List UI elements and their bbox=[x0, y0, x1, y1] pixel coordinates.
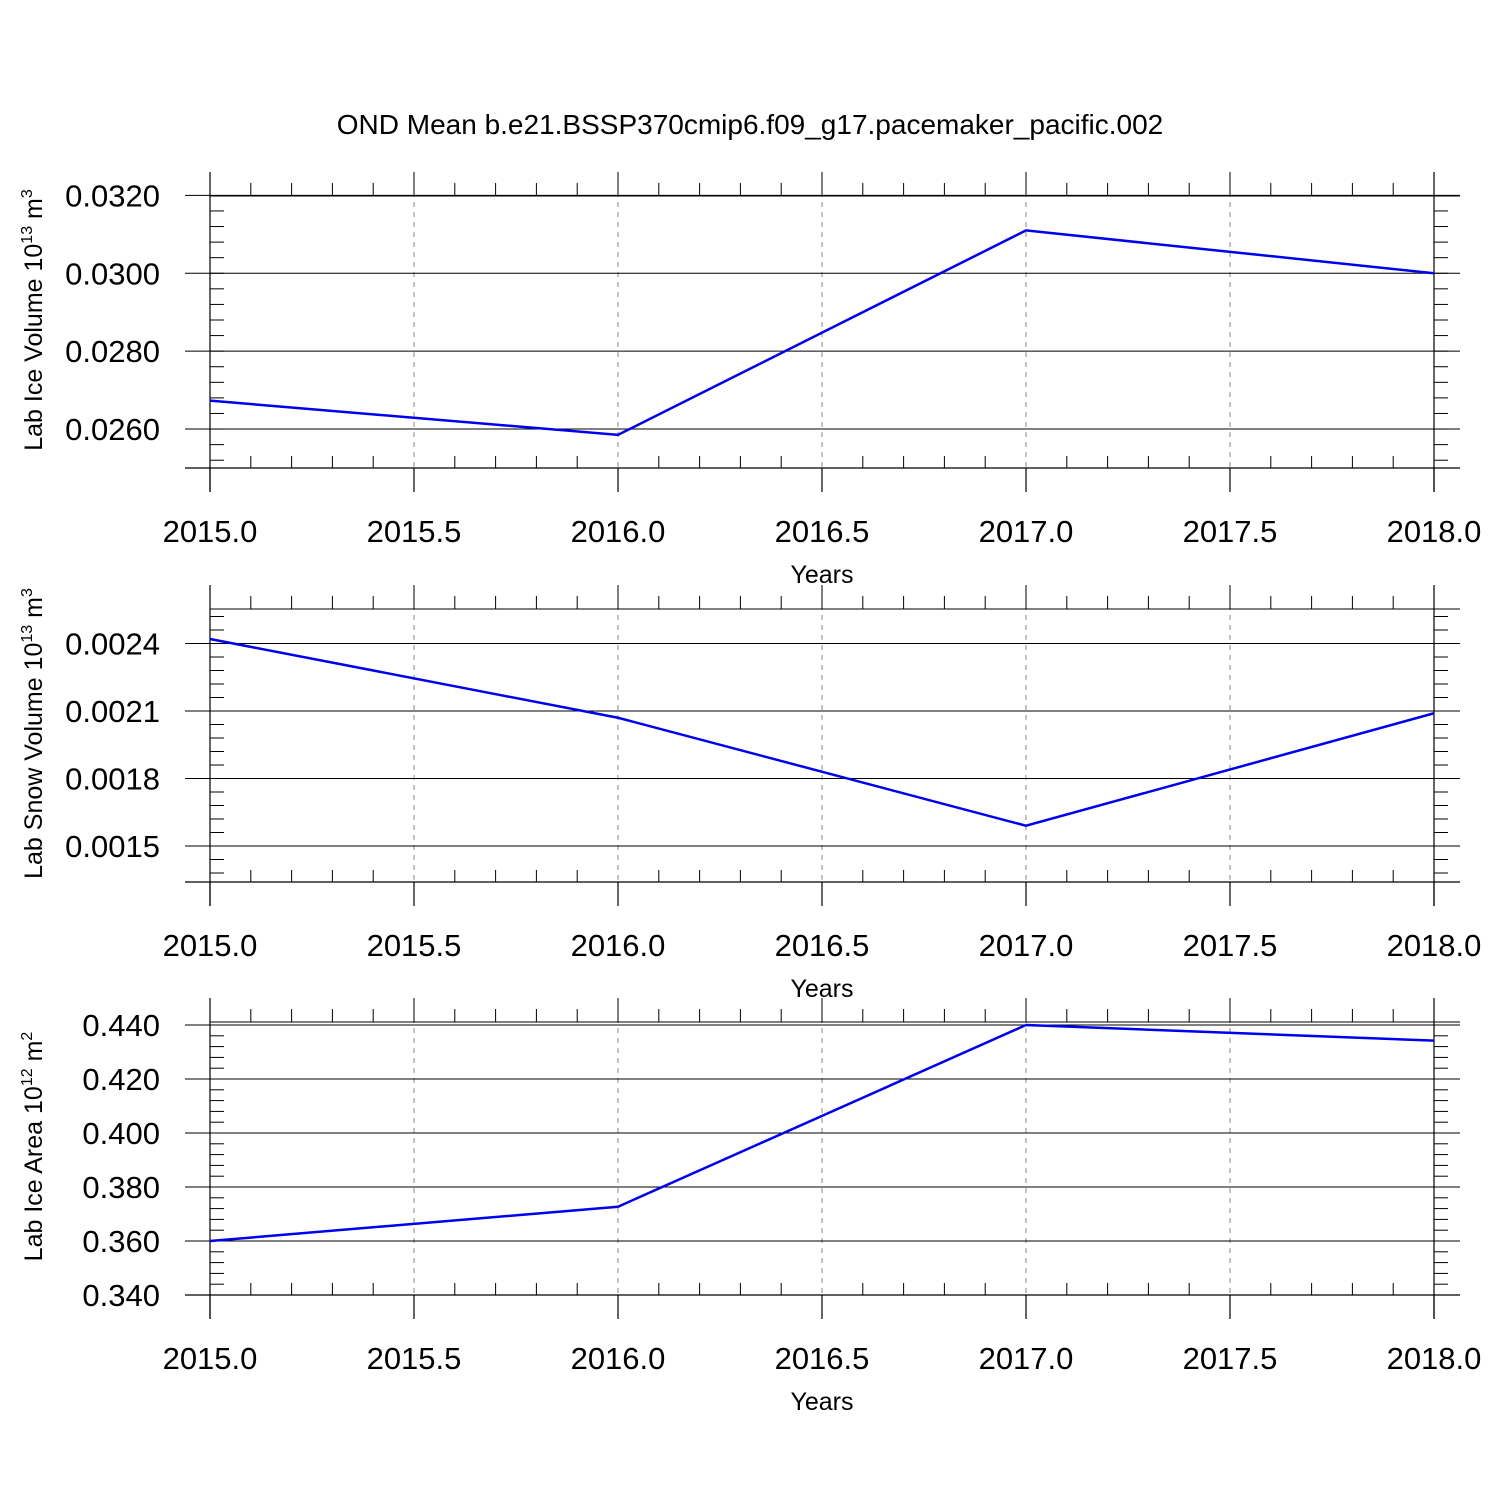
x-tick-label: 2018.0 bbox=[1387, 1341, 1482, 1376]
y-axis-title: Lab Ice Volume 1013 m3 bbox=[19, 189, 48, 451]
figure-title: OND Mean b.e21.BSSP370cmip6.f09_g17.pace… bbox=[337, 109, 1164, 140]
x-tick-label: 2018.0 bbox=[1387, 928, 1482, 963]
y-axis-title: Lab Ice Area 1012 m2 bbox=[19, 1032, 48, 1262]
x-tick-label: 2017.0 bbox=[979, 928, 1074, 963]
y-tick-label: 0.420 bbox=[82, 1062, 160, 1097]
panel-3: 0.340 0.360 0.380 0.400 0.420 0.440 2015.0 2015… bbox=[19, 998, 1481, 1416]
x-tick-label: 2015.5 bbox=[367, 928, 462, 963]
y-tick-label: 0.0018 bbox=[65, 762, 160, 797]
y-tick-label: 0.0320 bbox=[65, 178, 160, 213]
y-tick-label: 0.0015 bbox=[65, 829, 160, 864]
x-tick-label: 2016.5 bbox=[775, 514, 870, 549]
x-tick-label: 2018.0 bbox=[1387, 514, 1482, 549]
x-tick-label: 2015.5 bbox=[367, 514, 462, 549]
x-tick-label: 2016.5 bbox=[775, 1341, 870, 1376]
x-tick-label: 2017.0 bbox=[979, 514, 1074, 549]
x-tick-label: 2015.0 bbox=[163, 514, 258, 549]
y-tick-label: 0.0021 bbox=[65, 694, 160, 729]
series-line-1 bbox=[209, 637, 1435, 828]
y-tick-label: 0.0280 bbox=[65, 334, 160, 369]
x-tick-label: 2015.0 bbox=[163, 928, 258, 963]
x-tick-label: 2016.0 bbox=[571, 928, 666, 963]
y-tick-label: 0.0024 bbox=[65, 627, 160, 662]
panel-2: 0.0015 0.0018 0.0021 0.0024 2015.0 2015.5 2016… bbox=[19, 585, 1481, 1003]
x-tick-label: 2017.5 bbox=[1183, 514, 1278, 549]
x-axis-title: Years bbox=[790, 561, 853, 589]
x-tick-label: 2015.5 bbox=[367, 1341, 462, 1376]
series-line-1 bbox=[209, 229, 1435, 437]
x-tick-label: 2017.5 bbox=[1183, 1341, 1278, 1376]
x-tick-label: 2017.0 bbox=[979, 1341, 1074, 1376]
x-tick-label: 2016.0 bbox=[571, 1341, 666, 1376]
y-tick-label: 0.440 bbox=[82, 1008, 160, 1043]
y-tick-label: 0.360 bbox=[82, 1224, 160, 1259]
x-tick-label: 2016.5 bbox=[775, 928, 870, 963]
x-tick-label: 2016.0 bbox=[571, 514, 666, 549]
y-tick-label: 0.0300 bbox=[65, 256, 160, 291]
y-tick-label: 0.400 bbox=[82, 1116, 160, 1151]
panel-1: 0.0260 0.0280 0.0300 0.0320 2015.0 2015.5 2016… bbox=[19, 172, 1481, 589]
y-tick-label: 0.340 bbox=[82, 1278, 160, 1313]
x-tick-label: 2017.5 bbox=[1183, 928, 1278, 963]
y-axis-title: Lab Snow Volume 1013 m3 bbox=[19, 588, 48, 879]
y-tick-label: 0.380 bbox=[82, 1170, 160, 1205]
x-axis-title: Years bbox=[790, 1388, 853, 1416]
series-line-1 bbox=[209, 1023, 1435, 1243]
y-tick-label: 0.0260 bbox=[65, 412, 160, 447]
x-tick-label: 2015.0 bbox=[163, 1341, 258, 1376]
